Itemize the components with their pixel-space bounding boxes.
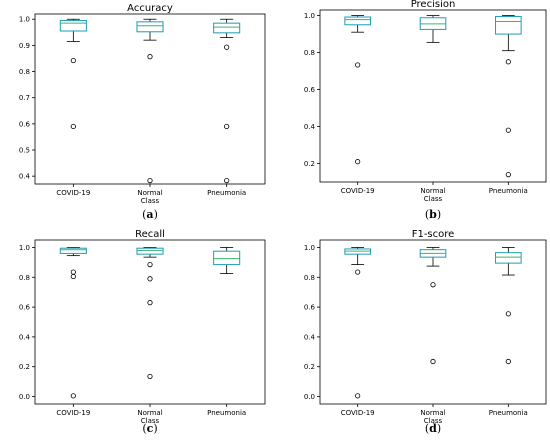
box-iqr [495, 15, 522, 35]
box-2 [419, 247, 447, 365]
outlier-point [355, 62, 361, 68]
box-iqr [213, 22, 241, 34]
y-tick-label: 1.0 [19, 244, 30, 252]
panel-caption: (a) [142, 208, 158, 221]
box-1 [59, 247, 87, 399]
y-tick-label: 0.5 [19, 147, 30, 155]
box-1 [59, 18, 87, 130]
outlier-point [224, 44, 230, 50]
y-tick-label: 0.4 [19, 333, 31, 341]
x-tick-label: Pneumonia [207, 189, 246, 197]
chart-title: Accuracy [127, 3, 173, 14]
chart-panel-1: Accuracy 0.4 0.5 0.6 0.7 0.8 0.9 1.0 COVID-19 Nor… [19, 3, 266, 221]
y-tick-label: 0.8 [304, 49, 315, 57]
x-tick-label: Normal Class [420, 187, 445, 203]
y-tick-label: 0.4 [19, 173, 31, 181]
outlier-point [224, 123, 230, 130]
box-1 [344, 247, 371, 399]
chart-panel-2: Precision 0.2 0.4 0.6 0.8 1.0 COVID-19 Normal Cl… [304, 0, 547, 221]
box-iqr [213, 250, 241, 266]
x-tick-label: COVID-19 [56, 409, 90, 417]
box-3 [213, 18, 241, 184]
outlier-point [355, 393, 361, 399]
y-tick-label: 0.4 [304, 333, 316, 341]
outlier-point [147, 276, 153, 282]
box-iqr [136, 247, 164, 255]
outlier-point [505, 127, 511, 133]
y-tick-label: 0.8 [304, 274, 315, 282]
box-2 [419, 15, 447, 43]
box-iqr [59, 247, 87, 254]
box-2 [136, 247, 164, 380]
outlier-point [430, 282, 436, 288]
outlier-point [147, 300, 153, 306]
outlier-point [70, 273, 76, 280]
outlier-point [355, 159, 361, 165]
outlier-point [147, 373, 153, 380]
x-tick-label: Normal Class [137, 189, 162, 205]
outlier-point [355, 269, 361, 275]
box-3 [213, 247, 241, 274]
y-tick-label: 0.8 [19, 68, 30, 76]
outlier-point [70, 269, 76, 275]
y-tick-label: 0.6 [19, 304, 31, 312]
box-iqr [344, 16, 371, 26]
outlier-point [505, 59, 511, 65]
y-tick-label: 0.6 [304, 304, 316, 312]
y-tick-label: 0.4 [304, 123, 316, 131]
chart-title: Precision [411, 0, 456, 10]
y-tick-label: 0.2 [19, 363, 30, 371]
box-iqr [136, 21, 164, 33]
outlier-point [505, 172, 511, 178]
outlier-point [70, 123, 76, 130]
box-2 [136, 18, 164, 184]
y-tick-label: 0.6 [19, 120, 31, 128]
outlier-point [70, 393, 76, 399]
box-1 [344, 15, 371, 165]
x-tick-label: Normal Class [137, 409, 162, 425]
y-tick-label: 0.8 [19, 274, 30, 282]
chart-title: Recall [135, 229, 165, 240]
y-tick-label: 1.0 [19, 16, 30, 24]
panel-caption: (b) [425, 208, 441, 221]
outlier-point [147, 261, 153, 268]
outlier-point [147, 178, 153, 184]
x-tick-label: Pneumonia [489, 187, 528, 195]
outlier-point [70, 57, 76, 64]
x-tick-label: COVID-19 [341, 409, 375, 417]
outlier-point [505, 311, 511, 317]
box-3 [495, 15, 522, 178]
x-tick-label: COVID-19 [56, 189, 90, 197]
box-iqr [495, 252, 522, 264]
y-tick-label: 0.0 [304, 393, 315, 401]
panel-caption: (c) [142, 422, 157, 435]
x-tick-label: COVID-19 [341, 187, 375, 195]
chart-panel-3: Recall 0.0 0.2 0.4 0.6 0.8 1.0 COVID-19 Normal Cl… [19, 229, 266, 435]
outlier-point [505, 358, 511, 365]
outlier-point [430, 358, 436, 365]
panel-caption: (d) [425, 422, 441, 435]
x-tick-label: Normal Class [420, 409, 445, 425]
x-tick-label: Pneumonia [207, 409, 246, 417]
y-tick-label: 0.2 [304, 363, 315, 371]
y-tick-label: 0.2 [304, 160, 315, 168]
chart-panel-4: F1-score 0.0 0.2 0.4 0.6 0.8 1.0 COVID-19 Normal… [304, 229, 547, 435]
chart-title: F1-score [412, 229, 455, 240]
y-tick-label: 1.0 [304, 12, 315, 20]
y-tick-label: 1.0 [304, 244, 315, 252]
y-tick-label: 0.6 [304, 86, 316, 94]
outlier-point [224, 178, 230, 184]
box-iqr [59, 20, 87, 32]
y-tick-label: 0.9 [19, 42, 30, 50]
x-tick-label: Pneumonia [489, 409, 528, 417]
y-tick-label: 0.7 [19, 94, 30, 102]
outlier-point [147, 54, 153, 60]
box-3 [495, 247, 522, 365]
y-tick-label: 0.0 [19, 393, 30, 401]
